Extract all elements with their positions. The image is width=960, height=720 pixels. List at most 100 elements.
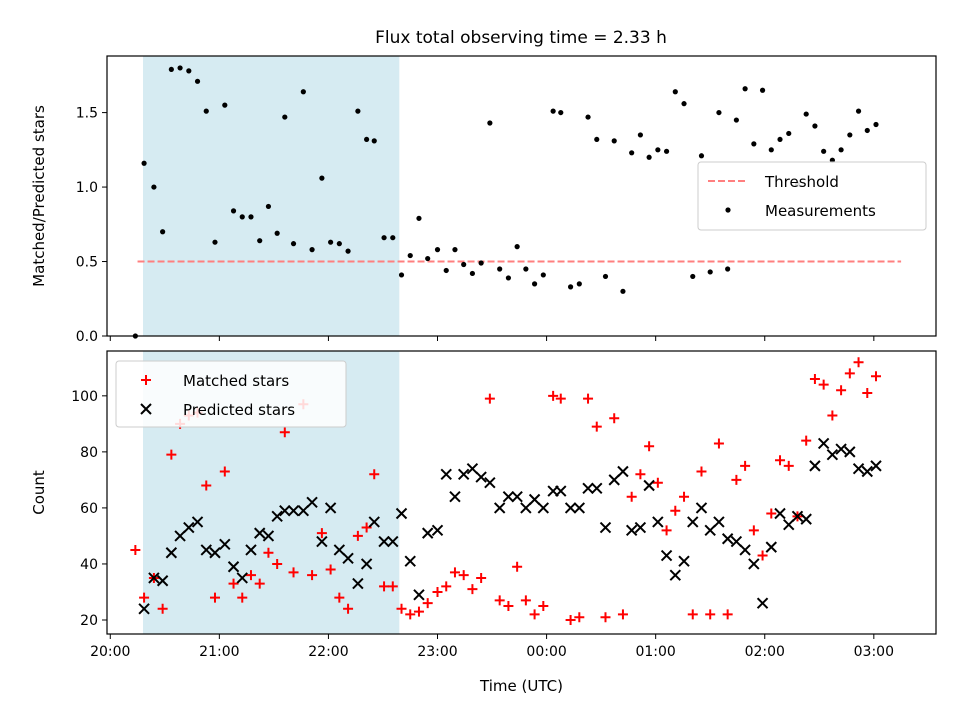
matched-star-point [272,558,283,569]
measurement-point [585,114,591,120]
predicted-star-point [756,597,769,609]
y-tick-label: 0.5 [76,255,98,271]
measurement-point [540,272,546,278]
measurement-point [364,136,370,143]
chart-title: Flux total observing time = 2.33 h [375,28,667,48]
bottom-panel-counts: 20 40 60 80 100 20:00 21:00 22:00 23:00 00:00 01:0… [30,350,937,695]
predicted-star-point [582,482,594,495]
measurement-point [531,281,538,287]
predicted-star-point [861,465,873,478]
measurement-point [742,86,748,92]
measurement-point [469,270,476,277]
matched-star-point [740,460,751,471]
predicted-star-point [528,493,541,506]
measurement-point [212,239,218,245]
measurement-point [160,229,166,235]
predicted-star-point [484,476,496,489]
predicted-star-point [360,558,373,570]
measurement-point [274,230,280,236]
predicted-star-point [652,516,664,528]
predicted-star-point [262,530,275,542]
predicted-star-point [431,524,444,537]
matched-star-point [617,609,628,620]
predicted-star-point [739,544,751,556]
matched-star-point [413,606,424,617]
measurement-point [681,101,687,107]
matched-star-point [228,578,239,589]
predicted-star-point [783,519,795,531]
predicted-star-point [809,460,821,472]
predicted-star-point [844,446,856,458]
matched-star-point [844,368,855,379]
matched-star-point [775,455,786,466]
y-axis-label: Count [30,470,48,515]
legend-predicted-swatch [140,403,152,415]
legend-matched-swatch [141,375,151,385]
legend-measurement-swatch [725,207,731,213]
matched-star-point [209,592,220,603]
measurement-point [416,215,422,221]
measurement-point [602,273,609,280]
predicted-star-point [502,490,515,503]
predicted-star-point [537,502,550,514]
matched-star-point [836,385,847,396]
y-tick-label: 1.0 [76,180,98,196]
measurement-point [505,275,512,281]
measurement-point [282,114,288,120]
measurement-point [434,247,441,253]
matched-star-point [644,441,655,452]
axes-frame [106,350,937,635]
x-tick-label: 23:00 [417,644,457,660]
predicted-star-point [511,490,523,503]
predicted-star-point [791,510,804,523]
measurement-point [847,132,853,138]
predicted-star-point [721,533,734,545]
measurement-point [567,284,574,290]
measurement-point [821,148,827,154]
predicted-star-point [333,544,346,556]
measurement-point [425,255,431,262]
predicted-star-point [573,502,586,514]
measurement-point [690,273,696,280]
predicted-star-point [227,561,240,573]
measurement-point [186,68,192,74]
measurement-point [497,266,503,272]
legend-threshold-label: Threshold [764,173,839,191]
predicted-star-point [279,505,291,517]
predicted-star-point [449,490,461,503]
x-tick-label: 01:00 [635,644,675,660]
matched-star-point [529,609,540,620]
measurement-point [461,261,467,268]
y-tick-label: 20 [80,613,98,629]
predicted-star-point [617,465,629,478]
measurement-point [248,214,254,220]
predicted-star-point [608,474,620,486]
matched-star-point [626,491,637,502]
matched-star-point [334,592,345,603]
matched-star-point [254,578,265,589]
matched-star-point [157,603,168,614]
predicted-star-point [774,507,786,520]
matched-star-point [520,595,531,606]
matched-star-point [422,598,433,609]
matched-star-point [574,612,585,623]
matched-star-point [369,469,380,480]
legend-box [115,360,347,428]
measurement-point [398,272,405,278]
measurement-point [390,235,396,241]
measurement-point [514,244,520,250]
matched-star-point [449,567,460,578]
predicted-star-point [457,468,470,480]
predicted-star-point [271,510,283,523]
matched-star-point [748,525,759,536]
measurement-point [328,239,334,245]
predicted-star-point [395,507,408,520]
measurement-point [873,121,879,128]
predicted-star-point [466,462,479,475]
measurement-point [452,247,458,253]
measurement-point [407,252,413,259]
top-panel-ratio: 0.0 0.5 1.0 1.5 Matched/Predicted stars Thres… [30,55,937,345]
x-tick-label: 00:00 [526,644,566,660]
x-tick-label: 20:00 [90,644,130,660]
matched-star-point [696,466,707,477]
